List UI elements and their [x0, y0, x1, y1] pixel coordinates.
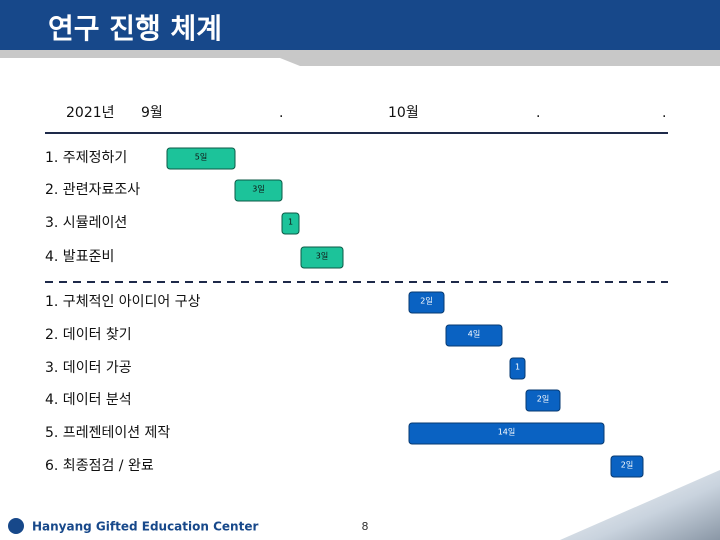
- task-label: 1. 주제정하기: [45, 150, 127, 166]
- task-duration: 2일: [621, 461, 633, 470]
- task-duration: 2일: [537, 395, 549, 404]
- task-duration: 1: [288, 218, 293, 227]
- timeline-label: .: [279, 105, 283, 121]
- task-bar: [166, 147, 236, 170]
- task-bar: [610, 455, 644, 478]
- task-label: 2. 관련자료조사: [45, 182, 140, 198]
- task-duration: 4일: [468, 330, 480, 339]
- task-bar: [234, 179, 283, 202]
- task-bar: [300, 246, 344, 269]
- task-label: 1. 구체적인 아이디어 구상: [45, 294, 201, 310]
- task-label: 5. 프레젠테이션 제작: [45, 425, 170, 441]
- timeline-label: 2021년: [66, 105, 115, 121]
- task-duration: 5일: [195, 153, 207, 162]
- task-bar: [445, 324, 503, 347]
- task-bar: [281, 212, 300, 235]
- task-label: 2. 데이터 찾기: [45, 327, 132, 343]
- task-label: 4. 발표준비: [45, 249, 114, 265]
- task-duration: 3일: [316, 252, 328, 261]
- task-duration: 2일: [420, 297, 432, 306]
- task-duration: 3일: [252, 185, 264, 194]
- timeline-label: .: [662, 105, 666, 121]
- timeline-label: 9월: [141, 105, 163, 121]
- task-label: 3. 시뮬레이션: [45, 215, 127, 231]
- timeline-label: 10월: [388, 105, 419, 121]
- task-bar: [525, 389, 561, 412]
- task-bar: [408, 291, 445, 314]
- task-label: 4. 데이터 분석: [45, 392, 132, 408]
- task-bar: [408, 422, 605, 445]
- task-duration: 14일: [498, 428, 516, 437]
- page-number: 8: [362, 520, 369, 533]
- footer-org: Hanyang Gifted Education Center: [32, 520, 258, 534]
- task-label: 6. 최종점검 / 완료: [45, 458, 154, 474]
- task-label: 3. 데이터 가공: [45, 360, 132, 376]
- timeline-label: .: [536, 105, 540, 121]
- task-duration: 1: [515, 363, 520, 372]
- footer-logo: [8, 518, 24, 534]
- slide-title: 연구 진행 체계: [48, 12, 222, 45]
- header-stripe: [0, 50, 720, 66]
- header-band: [0, 0, 720, 50]
- footer-photo: [560, 470, 720, 540]
- task-bar: [509, 357, 526, 380]
